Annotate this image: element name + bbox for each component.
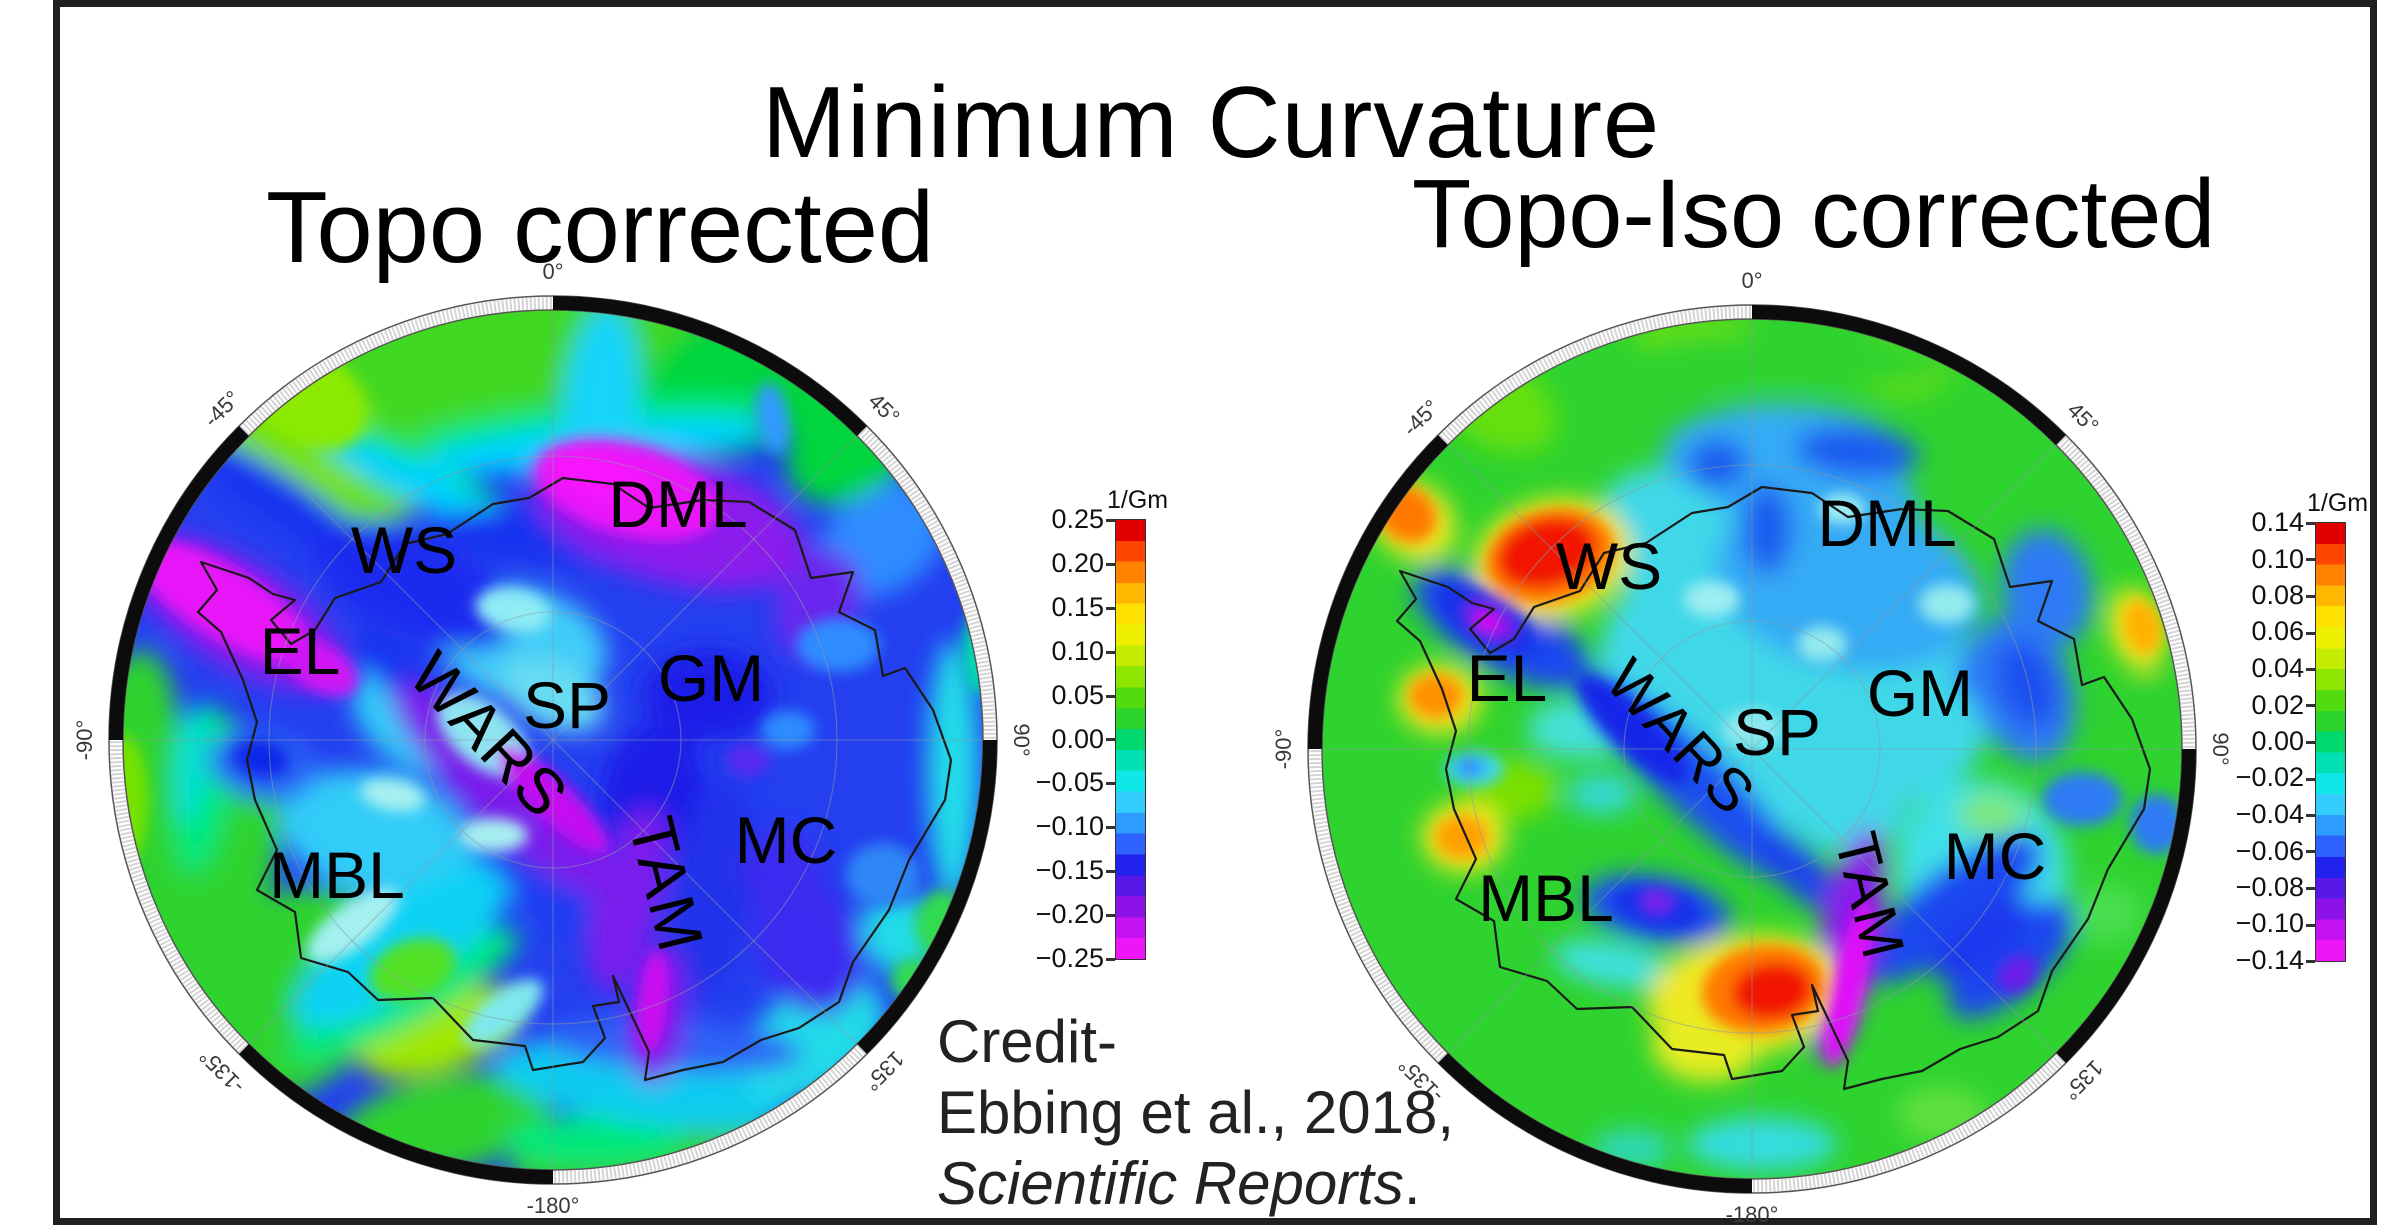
svg-text:45°: 45° [864,388,905,429]
svg-text:DML: DML [608,467,747,541]
svg-text:EL: EL [260,614,341,688]
svg-text:-90°: -90° [1271,729,1296,770]
svg-text:GM: GM [658,641,764,715]
svg-text:-90°: -90° [72,720,97,761]
svg-text:WS: WS [351,513,457,587]
svg-text:SP: SP [523,668,611,742]
svg-text:-180°: -180° [1726,1202,1779,1227]
svg-text:DML: DML [1817,486,1956,560]
svg-text:90°: 90° [1009,723,1034,756]
svg-text:EL: EL [1467,641,1548,715]
svg-text:0°: 0° [542,259,563,284]
svg-text:MC: MC [1944,819,2047,893]
svg-text:45°: 45° [2063,397,2104,438]
svg-text:-45°: -45° [1398,395,1444,441]
svg-text:MC: MC [735,803,838,877]
svg-text:GM: GM [1867,656,1973,730]
svg-text:-45°: -45° [199,386,245,432]
svg-text:SP: SP [1733,695,1821,769]
svg-text:MBL: MBL [1478,861,1614,935]
svg-text:MBL: MBL [269,838,405,912]
svg-text:0°: 0° [1741,268,1762,293]
svg-text:WS: WS [1556,529,1662,603]
svg-text:-180°: -180° [527,1193,580,1218]
svg-text:90°: 90° [2208,732,2233,765]
